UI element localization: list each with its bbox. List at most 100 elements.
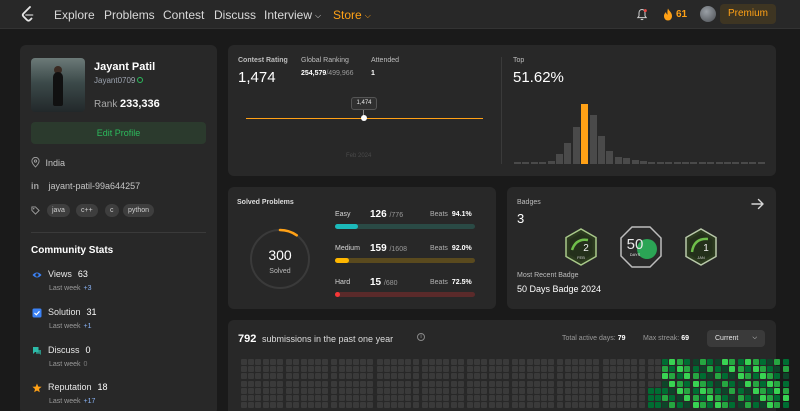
heatmap-cell[interactable] xyxy=(503,366,509,373)
heatmap-cell[interactable] xyxy=(467,387,473,394)
heatmap-cell[interactable] xyxy=(383,366,390,373)
heatmap-cell[interactable] xyxy=(293,402,300,409)
heatmap-cell[interactable] xyxy=(353,366,359,373)
nav-interview[interactable]: Interview ⌵ xyxy=(264,8,321,22)
heatmap-cell[interactable] xyxy=(579,395,585,401)
heatmap-cell[interactable] xyxy=(307,366,314,373)
heatmap-cell[interactable] xyxy=(617,402,623,409)
heatmap-cell[interactable] xyxy=(488,359,495,365)
heatmap-cell[interactable] xyxy=(631,380,638,387)
heatmap-cell[interactable] xyxy=(774,402,781,409)
heatmap-cell[interactable] xyxy=(398,395,405,401)
heatmap-cell[interactable] xyxy=(405,387,412,394)
heatmap-cell[interactable] xyxy=(262,373,269,380)
nav-contest[interactable]: Contest xyxy=(163,8,205,22)
heatmap-cell[interactable] xyxy=(412,402,419,409)
heatmap-cell[interactable] xyxy=(436,387,443,394)
heatmap-cell[interactable] xyxy=(767,395,773,401)
heatmap-cell[interactable] xyxy=(752,395,759,401)
heatmap-cell[interactable] xyxy=(360,373,367,380)
heatmap-cell[interactable] xyxy=(398,373,405,380)
heatmap-cell[interactable] xyxy=(307,373,314,380)
rating-point[interactable] xyxy=(361,115,367,121)
heatmap-cell[interactable] xyxy=(579,402,585,409)
heatmap-cell[interactable] xyxy=(783,402,790,409)
heatmap-cell[interactable] xyxy=(503,402,509,409)
heatmap-cell[interactable] xyxy=(391,380,397,387)
heatmap-cell[interactable] xyxy=(586,380,593,387)
heatmap-cell[interactable] xyxy=(269,380,276,387)
heatmap-cell[interactable] xyxy=(421,359,428,365)
heatmap-cell[interactable] xyxy=(269,395,276,401)
heatmap-cell[interactable] xyxy=(481,402,488,409)
heatmap-cell[interactable] xyxy=(474,402,481,409)
heatmap-cell[interactable] xyxy=(752,373,759,380)
year-select[interactable]: Current ⌵ xyxy=(707,330,765,347)
heatmap-cell[interactable] xyxy=(557,366,564,373)
heatmap-cell[interactable] xyxy=(367,395,374,401)
heatmap-cell[interactable] xyxy=(533,366,540,373)
heatmap-cell[interactable] xyxy=(405,395,412,401)
heatmap-cell[interactable] xyxy=(331,402,338,409)
heatmap-cell[interactable] xyxy=(519,380,526,387)
heatmap-cell[interactable] xyxy=(331,387,338,394)
heatmap-cell[interactable] xyxy=(548,380,555,387)
heatmap-cell[interactable] xyxy=(526,402,533,409)
heatmap-cell[interactable] xyxy=(248,387,255,394)
heatmap-cell[interactable] xyxy=(593,395,600,401)
heatmap-cell[interactable] xyxy=(548,387,555,394)
heatmap-cell[interactable] xyxy=(548,402,555,409)
linkedin-row[interactable]: in jayant-patil-99a644257 xyxy=(31,181,140,191)
heatmap-cell[interactable] xyxy=(714,402,721,409)
heatmap-cell[interactable] xyxy=(481,373,488,380)
heatmap-cell[interactable] xyxy=(383,373,390,380)
heatmap-cell[interactable] xyxy=(752,380,759,387)
heatmap-cell[interactable] xyxy=(360,387,367,394)
heatmap-cell[interactable] xyxy=(526,373,533,380)
heatmap-cell[interactable] xyxy=(586,395,593,401)
heatmap-cell[interactable] xyxy=(655,395,661,401)
heatmap-cell[interactable] xyxy=(676,395,683,401)
heatmap-cell[interactable] xyxy=(586,359,593,365)
heatmap-cell[interactable] xyxy=(367,380,374,387)
heatmap-cell[interactable] xyxy=(421,366,428,373)
heatmap-cell[interactable] xyxy=(391,395,397,401)
heatmap-cell[interactable] xyxy=(541,359,547,365)
heatmap-cell[interactable] xyxy=(714,380,721,387)
heatmap-cell[interactable] xyxy=(759,359,766,365)
heatmap-cell[interactable] xyxy=(488,395,495,401)
heatmap-cell[interactable] xyxy=(457,359,464,365)
heatmap-cell[interactable] xyxy=(519,373,526,380)
heatmap-cell[interactable] xyxy=(241,373,247,380)
heatmap-cell[interactable] xyxy=(693,395,699,401)
heatmap-cell[interactable] xyxy=(676,387,683,394)
heatmap-cell[interactable] xyxy=(331,380,338,387)
heatmap-cell[interactable] xyxy=(286,387,293,394)
heatmap-cell[interactable] xyxy=(255,380,262,387)
heatmap-cell[interactable] xyxy=(331,366,338,373)
heatmap-cell[interactable] xyxy=(729,402,735,409)
heatmap-cell[interactable] xyxy=(293,387,300,394)
heatmap-cell[interactable] xyxy=(693,359,699,365)
heatmap-cell[interactable] xyxy=(714,359,721,365)
heatmap-cell[interactable] xyxy=(557,359,564,365)
heatmap-cell[interactable] xyxy=(602,395,609,401)
heatmap-cell[interactable] xyxy=(412,395,419,401)
heatmap-cell[interactable] xyxy=(655,380,661,387)
heatmap-cell[interactable] xyxy=(277,373,283,380)
heatmap-cell[interactable] xyxy=(676,380,683,387)
heatmap-cell[interactable] xyxy=(360,359,367,365)
arrow-right-icon[interactable] xyxy=(751,197,765,211)
heatmap-cell[interactable] xyxy=(693,366,699,373)
skill-tag[interactable]: c++ xyxy=(76,204,98,217)
user-avatar[interactable] xyxy=(700,6,716,22)
heatmap-cell[interactable] xyxy=(286,366,293,373)
heatmap-cell[interactable] xyxy=(767,359,773,365)
heatmap-cell[interactable] xyxy=(564,387,571,394)
heatmap-cell[interactable] xyxy=(571,387,578,394)
heatmap-cell[interactable] xyxy=(759,387,766,394)
heatmap-cell[interactable] xyxy=(436,395,443,401)
heatmap-cell[interactable] xyxy=(412,380,419,387)
heatmap-cell[interactable] xyxy=(774,359,781,365)
heatmap-cell[interactable] xyxy=(300,402,307,409)
